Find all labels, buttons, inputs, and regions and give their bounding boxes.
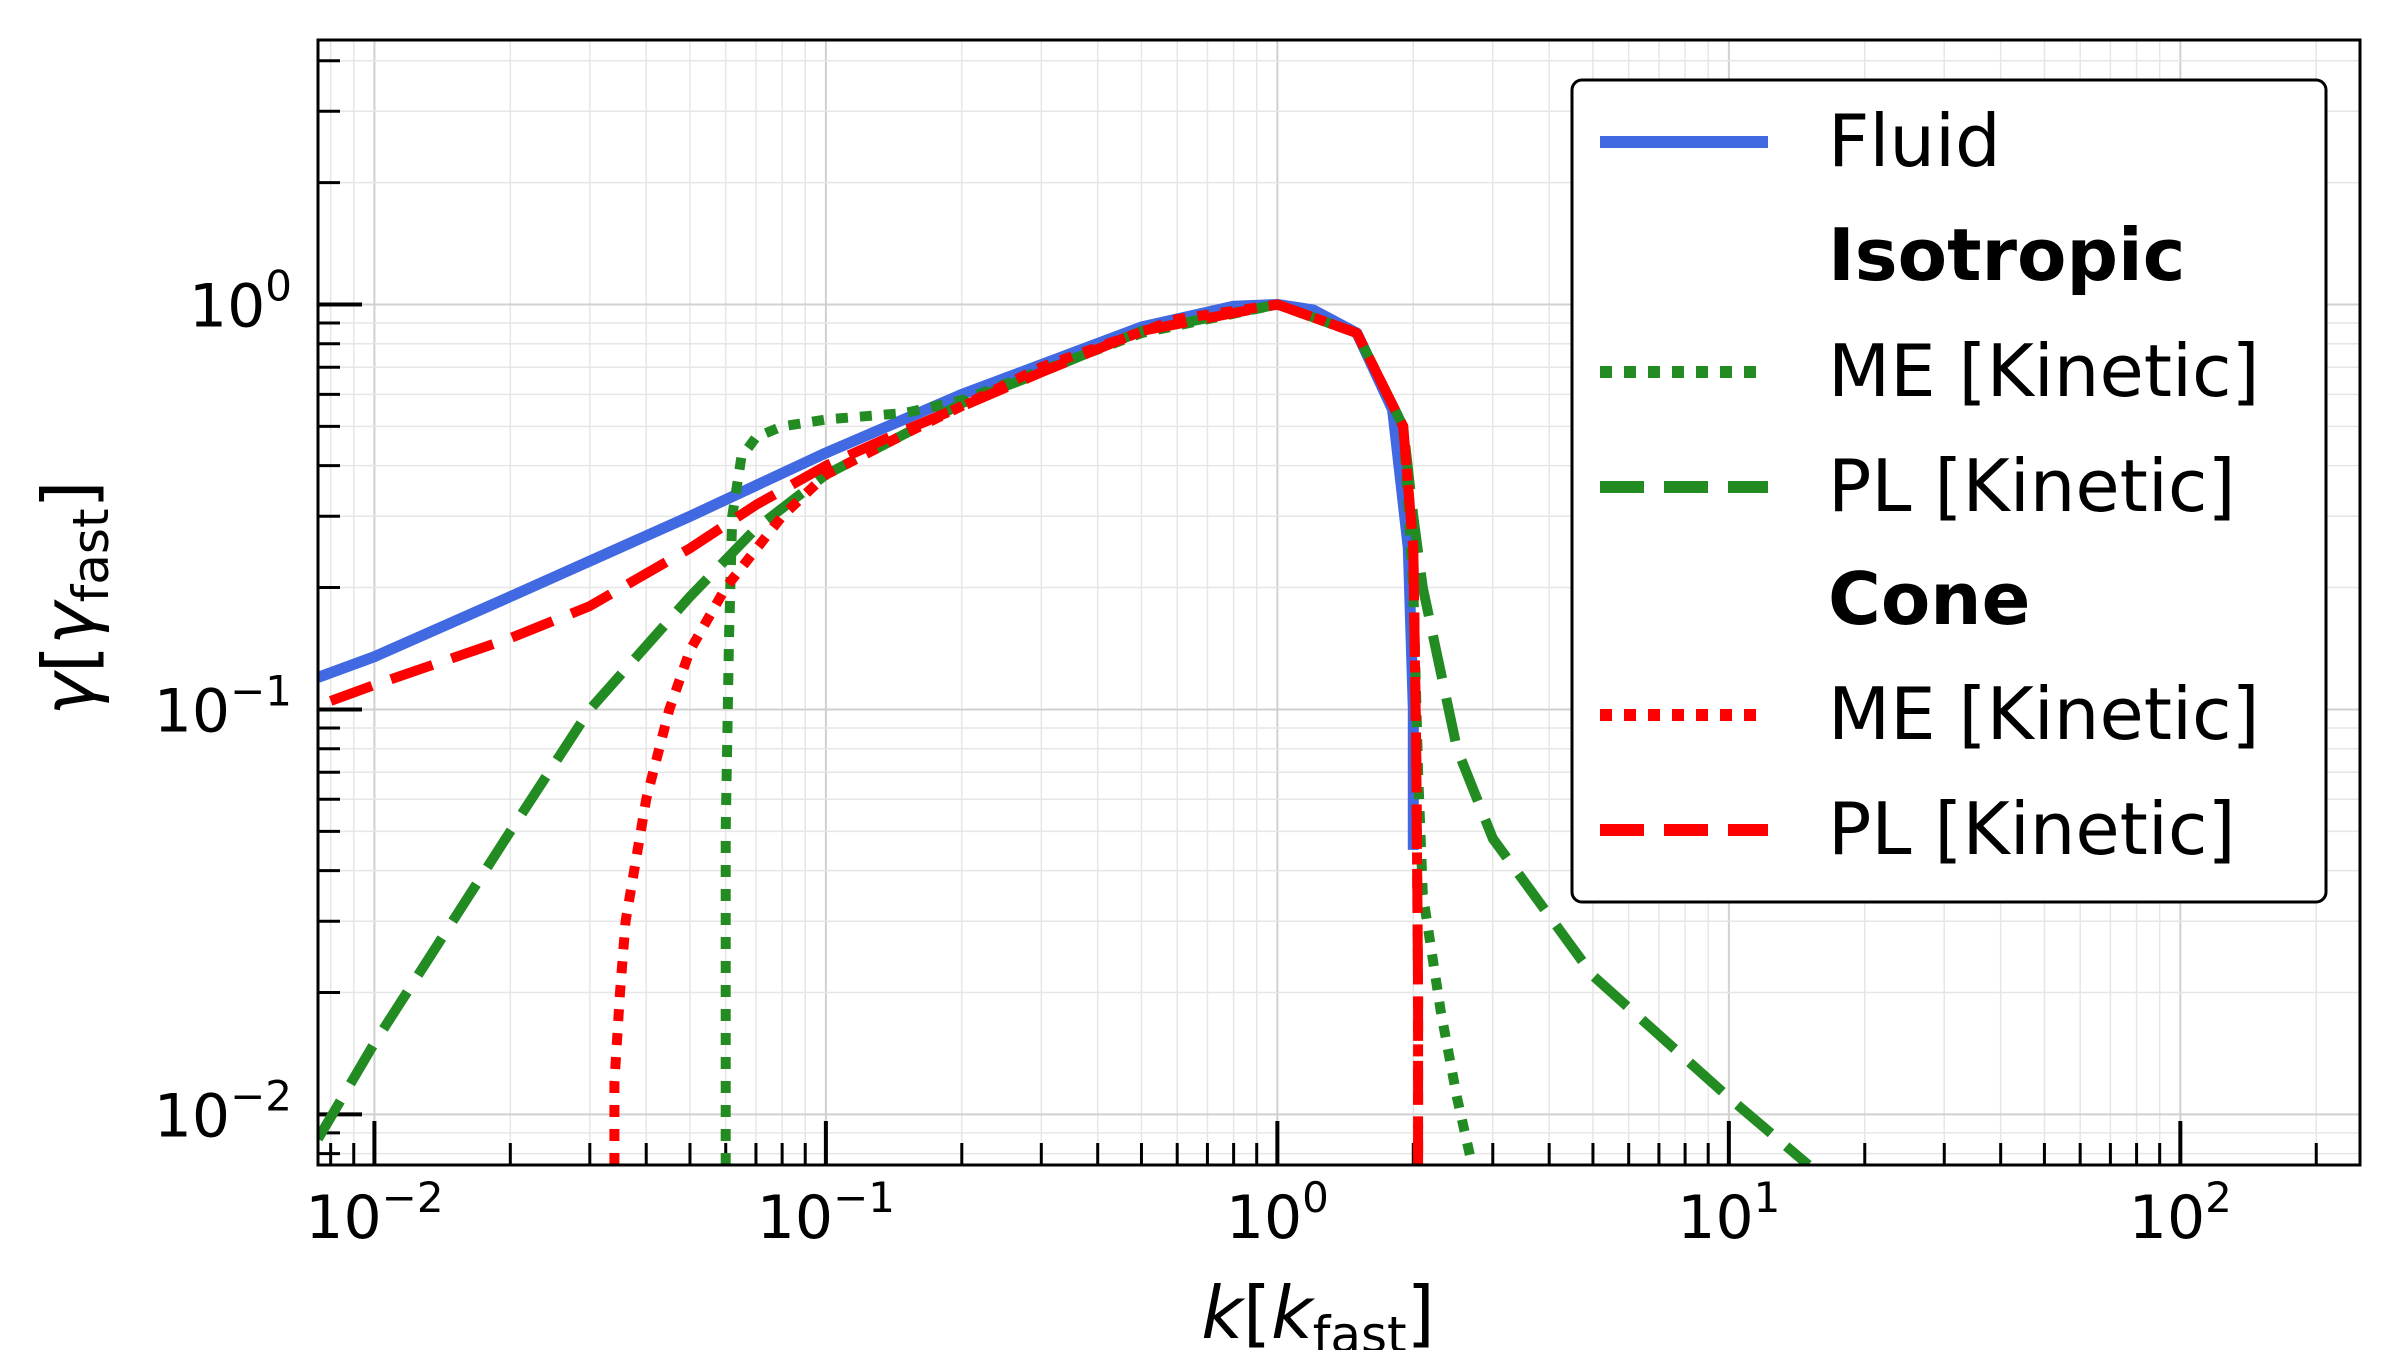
- grid-layer: [318, 40, 2360, 1165]
- series-line-iso_pl: [318, 299, 1812, 1165]
- series-layer: [318, 299, 1812, 1165]
- legend: Fluid Isotropic ME [Kinetic] PL [Kinetic…: [1570, 78, 2328, 904]
- x-tick-label: 101: [1677, 1173, 1780, 1253]
- legend-label-fluid: Fluid: [1828, 99, 2001, 183]
- y-tick-label: 10−1: [154, 666, 292, 746]
- legend-group-isotropic: Isotropic: [1828, 213, 2185, 297]
- y-tick-label: 10−2: [154, 1071, 292, 1151]
- legend-label-iso-pl: PL [Kinetic]: [1828, 444, 2236, 528]
- x-tick-label: 100: [1226, 1173, 1329, 1253]
- x-tick-label: 102: [2129, 1173, 2232, 1253]
- plot-frame: [316, 38, 2362, 1167]
- ticklabel-layer: 10−2 10−1 100 101 102 10−2 10−1 100: [154, 262, 2232, 1253]
- legend-label-cone-me: ME [Kinetic]: [1828, 672, 2260, 756]
- legend-label-iso-me: ME [Kinetic]: [1828, 329, 2260, 413]
- y-tick-label: 100: [189, 262, 292, 342]
- legend-box: [1570, 78, 2328, 904]
- y-axis-label: γ[γfast]: [27, 480, 120, 715]
- x-tick-label: 10−1: [757, 1173, 895, 1253]
- legend-label-cone-pl: PL [Kinetic]: [1828, 787, 2236, 871]
- x-axis-label: k[kfast]: [1201, 1271, 1435, 1350]
- legend-group-cone: Cone: [1828, 557, 2030, 641]
- x-tick-label: 10−2: [305, 1173, 443, 1253]
- series-line-cone_pl: [328, 299, 1424, 1165]
